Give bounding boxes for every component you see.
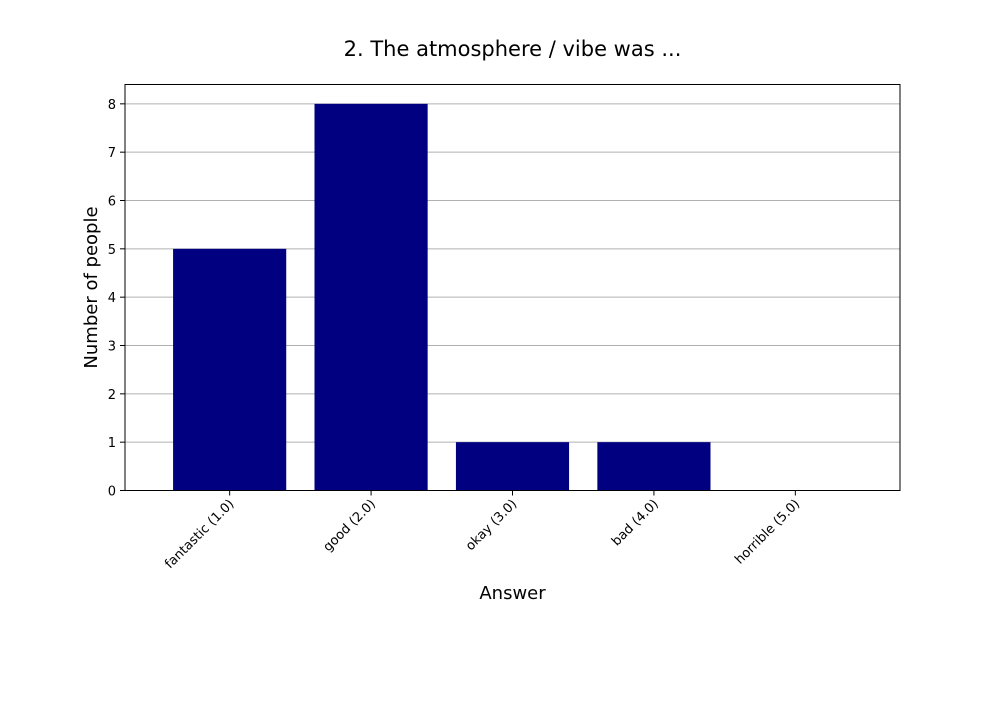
- y-tick-label: 1: [108, 436, 116, 451]
- y-tick-label: 4: [108, 291, 116, 306]
- x-axis-label: Answer: [479, 583, 546, 604]
- y-tick-label: 3: [108, 340, 116, 355]
- y-tick-label: 6: [108, 195, 116, 210]
- bar-0: [173, 248, 287, 491]
- x-tick-label: fantastic (1.0): [162, 497, 237, 572]
- x-axis-ticks: fantastic (1.0) good (2.0) okay (3.0) bad (…: [162, 490, 803, 572]
- y-tick-label: 7: [108, 146, 116, 161]
- bar-3: [597, 442, 711, 491]
- y-axis-label: Number of people: [81, 206, 102, 368]
- y-tick-label: 0: [108, 485, 116, 500]
- bar-1: [314, 103, 428, 491]
- y-tick-label: 5: [108, 243, 116, 258]
- y-axis-ticks: 0 1 2 3 4 5 6 7 8: [108, 98, 125, 500]
- y-tick-label: 2: [108, 388, 116, 403]
- bar-2: [455, 442, 570, 491]
- x-tick-label: okay (3.0): [463, 497, 520, 554]
- y-tick-label: 8: [108, 98, 116, 113]
- bars: [173, 103, 711, 491]
- x-tick-label: bad (4.0): [609, 497, 662, 550]
- chart-title: 2. The atmosphere / vibe was ...: [344, 37, 682, 61]
- x-tick-label: horrible (5.0): [732, 497, 803, 568]
- x-tick-label: good (2.0): [321, 497, 379, 555]
